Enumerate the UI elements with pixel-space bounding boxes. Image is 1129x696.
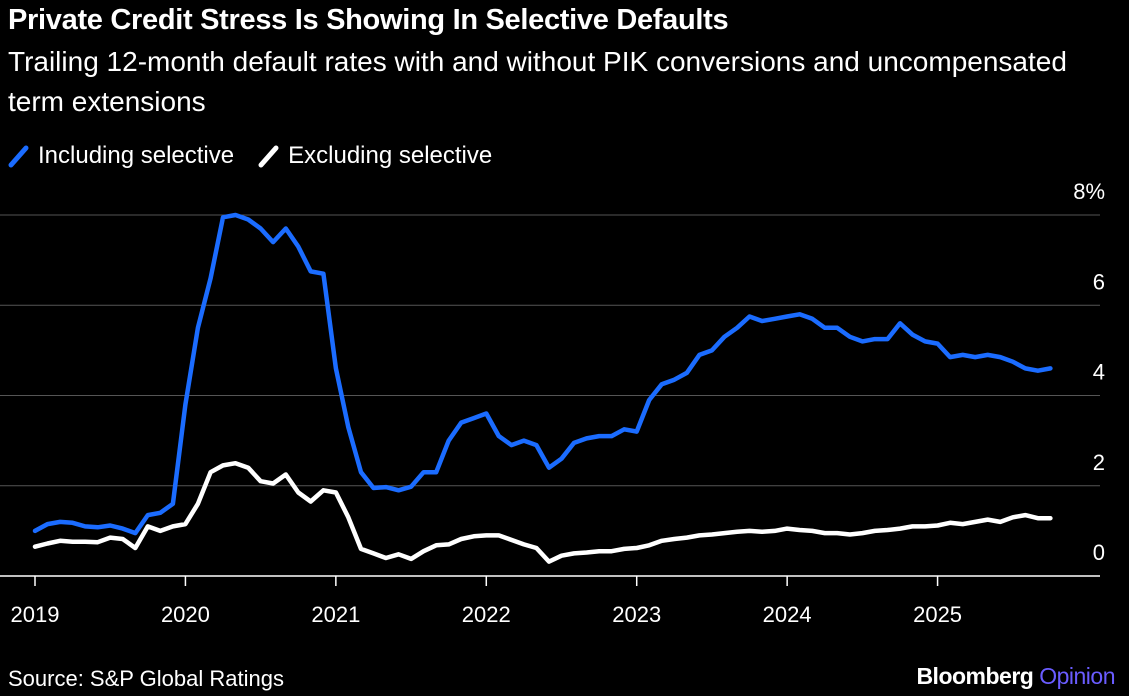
series-line-including (32, 212, 1053, 536)
source-note: Source: S&P Global Ratings (8, 666, 284, 691)
x-tick-label: 2021 (311, 602, 360, 627)
legend-item-excluding: Excluding selective (258, 142, 492, 170)
legend-item-including: Including selective (8, 142, 234, 170)
brand-logo: Bloomberg Opinion (916, 663, 1115, 690)
x-tick-label: 2023 (612, 602, 661, 627)
y-tick-label: 4 (1093, 360, 1105, 385)
x-tick-label: 2019 (11, 602, 60, 627)
x-tick-label: 2020 (161, 602, 210, 627)
legend-label-including: Including selective (38, 142, 235, 169)
legend-swatch-excluding-icon (258, 144, 280, 168)
x-tick-label: 2024 (763, 602, 812, 627)
y-tick-label: 8% (1073, 179, 1105, 204)
series-line-excluding (32, 460, 1053, 564)
x-tick-label: 2022 (462, 602, 511, 627)
brand-name: Bloomberg (916, 663, 1034, 689)
y-tick-label: 6 (1093, 269, 1105, 294)
brand-suffix: Opinion (1039, 663, 1115, 689)
chart-title: Private Credit Stress Is Showing In Sele… (8, 4, 729, 36)
x-tick-label: 2025 (913, 602, 962, 627)
y-tick-label: 2 (1093, 450, 1105, 475)
chart-legend: Including selective Excluding selective (8, 142, 516, 170)
chart-subtitle: Trailing 12-month default rates with and… (8, 46, 1067, 117)
legend-swatch-including-icon (8, 144, 30, 168)
legend-label-excluding: Excluding selective (288, 142, 493, 169)
y-tick-label: 0 (1093, 540, 1105, 565)
